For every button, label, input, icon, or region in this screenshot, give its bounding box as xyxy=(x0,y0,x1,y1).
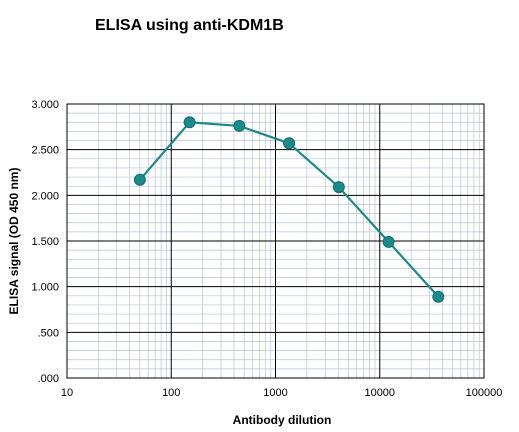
y-tick-label: .000 xyxy=(38,373,59,385)
chart-title: ELISA using anti-KDM1B xyxy=(95,17,284,34)
x-tick-label: 100 xyxy=(162,387,180,399)
x-tick-label: 100000 xyxy=(466,387,503,399)
y-tick-label: 2.000 xyxy=(31,190,59,202)
x-tick-label: 10000 xyxy=(364,387,395,399)
data-point xyxy=(432,290,445,303)
y-axis-label: ELISA signal (OD 450 nm) xyxy=(7,168,21,315)
x-axis-label: Antibody dilution xyxy=(233,413,332,427)
y-tick-label: 1.000 xyxy=(31,282,59,294)
plot-area-frame xyxy=(66,103,485,379)
y-axis-ticks: .000 .500 1.000 1.500 2.000 2.500 3.000 xyxy=(31,99,59,385)
data-point xyxy=(332,181,345,194)
x-tick-label: 10 xyxy=(61,387,73,399)
data-point xyxy=(133,173,146,186)
data-point xyxy=(233,119,246,132)
data-point xyxy=(382,235,395,248)
x-tick-label: 1000 xyxy=(263,387,287,399)
y-tick-label: 2.500 xyxy=(31,145,59,157)
series-layer xyxy=(133,116,445,303)
data-point xyxy=(283,137,296,150)
y-tick-label: 3.000 xyxy=(31,99,59,111)
y-tick-label: .500 xyxy=(38,327,59,339)
data-point xyxy=(183,116,196,129)
y-tick-label: 1.500 xyxy=(31,236,59,248)
x-axis-ticks: 10 100 1000 10000 100000 xyxy=(61,387,502,399)
